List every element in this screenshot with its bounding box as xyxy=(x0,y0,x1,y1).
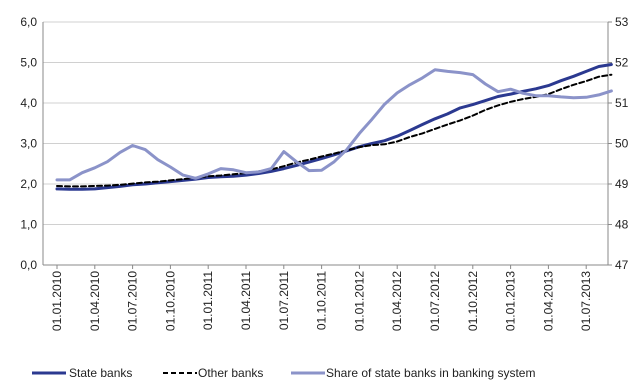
series-line-state-banks xyxy=(55,63,613,191)
y-right-tick-label: 50 xyxy=(615,137,629,151)
x-tick-label: 01.01.2012 xyxy=(352,271,366,331)
x-tick-label: 01.01.2010 xyxy=(50,271,64,331)
series-line-share-of-state-banks-in-banking-system xyxy=(55,68,613,182)
axes: 0,0 1,0 2,0 3,0 4,0 5,0 6,0 47 48 49 50 51 52 53 01.01… xyxy=(20,15,628,331)
x-tick-label: 01.01.2011 xyxy=(201,271,215,330)
y-left-tick-label: 0,0 xyxy=(20,258,37,272)
legend-label: State banks xyxy=(69,366,132,380)
y-left-tick-label: 2,0 xyxy=(20,177,37,191)
y-right-tick-label: 51 xyxy=(615,96,629,110)
gridlines xyxy=(43,21,608,266)
y-right-tick-label: 47 xyxy=(615,258,629,272)
series-line-other-banks xyxy=(56,73,613,188)
x-tick-label: 01.10.2011 xyxy=(315,271,329,330)
y-left-tick-label: 3,0 xyxy=(20,137,37,151)
y-right-tick-label: 53 xyxy=(615,15,629,29)
x-tick-label: 01.04.2011 xyxy=(239,271,253,330)
y-left-tick-label: 6,0 xyxy=(20,15,37,29)
x-tick-label: 01.04.2013 xyxy=(541,271,555,331)
x-tick-label: 01.04.2012 xyxy=(390,271,404,331)
legend: State banks Other banks Share of state ban… xyxy=(32,366,535,380)
x-tick-label: 01.04.2010 xyxy=(88,271,102,331)
x-tick-label: 01.10.2012 xyxy=(466,271,480,331)
x-tick-label: 01.07.2013 xyxy=(579,271,593,331)
y-left-tick-label: 4,0 xyxy=(20,96,37,110)
y-right-tick-label: 52 xyxy=(615,56,629,70)
series-lines xyxy=(55,63,613,191)
y-right-tick-label: 49 xyxy=(615,177,629,191)
x-tick-label: 01.07.2012 xyxy=(428,271,442,331)
legend-label: Other banks xyxy=(198,366,263,380)
x-tick-label: 01.07.2011 xyxy=(277,271,291,330)
y-right-tick-label: 48 xyxy=(615,218,629,232)
legend-label: Share of state banks in banking system xyxy=(326,366,535,380)
x-tick-label: 01.07.2010 xyxy=(126,271,140,331)
y-left-tick-label: 1,0 xyxy=(20,218,37,232)
y-left-tick-label: 5,0 xyxy=(20,56,37,70)
x-tick-label: 01.01.2013 xyxy=(504,271,518,331)
x-tick-label: 01.10.2010 xyxy=(163,271,177,331)
